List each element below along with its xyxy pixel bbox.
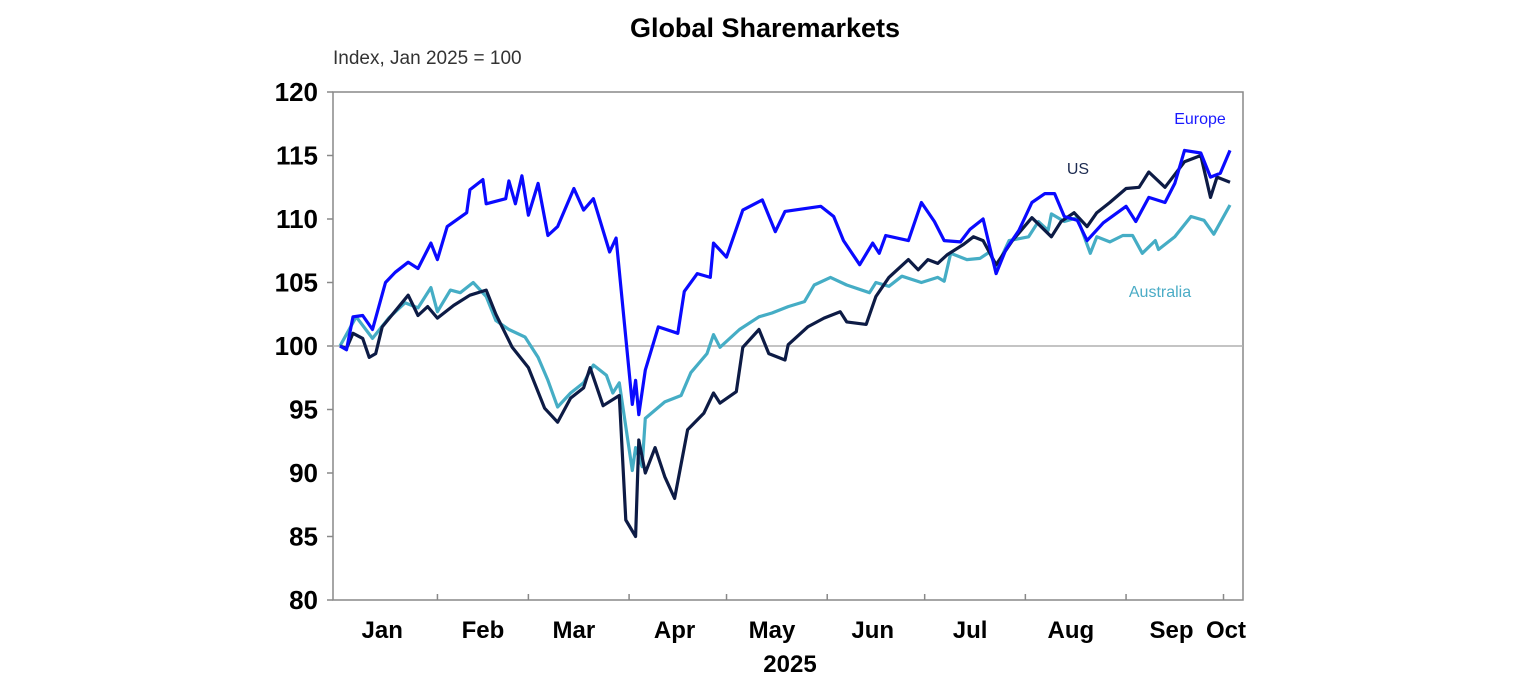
series-label-us: US bbox=[1067, 161, 1089, 178]
series-line-europe bbox=[339, 148, 1232, 417]
y-axis: 80 85 90 95 100 105 110 115 120 bbox=[275, 77, 333, 615]
chart-subtitle: Index, Jan 2025 = 100 bbox=[333, 48, 522, 69]
y-tick-label: 120 bbox=[275, 77, 318, 107]
y-tick-label: 90 bbox=[289, 458, 318, 488]
y-tick-label: 100 bbox=[275, 331, 318, 361]
x-tick-label: Jun bbox=[851, 617, 894, 644]
x-tick-label: Jan bbox=[362, 617, 403, 644]
series-line-us bbox=[339, 153, 1231, 539]
series-label-australia: Australia bbox=[1129, 284, 1191, 301]
x-tick-label: May bbox=[749, 617, 796, 644]
series-label-europe: Europe bbox=[1174, 111, 1226, 128]
x-tick-label: Aug bbox=[1048, 617, 1095, 644]
series-line-australia bbox=[338, 204, 1232, 473]
x-axis: Jan Feb Mar Apr May Jun Jul Aug Sep Oct bbox=[362, 594, 1246, 644]
series-lines bbox=[338, 148, 1232, 539]
x-tick-label: Oct bbox=[1206, 617, 1246, 644]
x-tick-label: Jul bbox=[953, 617, 988, 644]
y-tick-label: 115 bbox=[276, 141, 318, 171]
y-tick-label: 105 bbox=[275, 268, 318, 298]
y-tick-label: 80 bbox=[289, 585, 318, 615]
x-axis-year-label: 2025 bbox=[763, 651, 816, 678]
y-tick-label: 85 bbox=[289, 522, 318, 552]
x-tick-label: Feb bbox=[462, 617, 505, 644]
chart-title: Global Sharemarkets bbox=[630, 13, 900, 43]
x-tick-label: Apr bbox=[654, 617, 695, 644]
y-tick-label: 95 bbox=[289, 395, 318, 425]
x-tick-label: Sep bbox=[1150, 617, 1194, 644]
y-tick-label: 110 bbox=[276, 204, 318, 234]
x-tick-label: Mar bbox=[553, 617, 596, 644]
